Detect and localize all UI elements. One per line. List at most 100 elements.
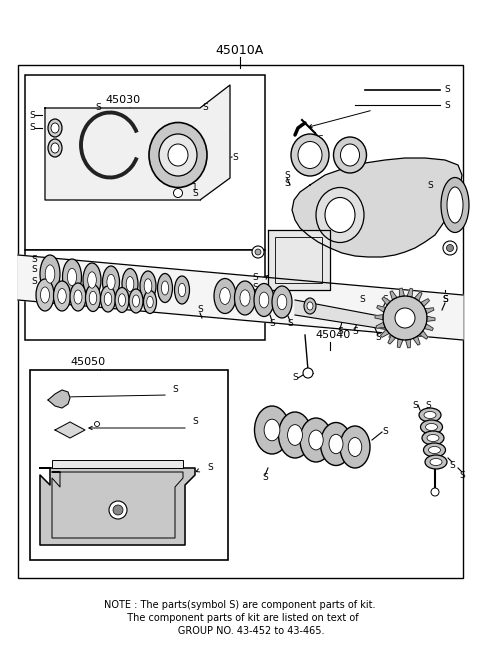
Ellipse shape: [179, 283, 186, 297]
Text: S: S: [252, 284, 258, 292]
Bar: [25, 250, 265, 340]
Ellipse shape: [107, 275, 115, 290]
Polygon shape: [406, 339, 410, 348]
Ellipse shape: [83, 263, 101, 297]
Ellipse shape: [149, 122, 207, 187]
Text: 1: 1: [192, 183, 198, 191]
Ellipse shape: [340, 426, 370, 468]
Ellipse shape: [259, 292, 269, 308]
Circle shape: [252, 246, 264, 258]
Text: NOTE : The parts(symbol S) are component parts of kit.: NOTE : The parts(symbol S) are component…: [104, 600, 376, 610]
Ellipse shape: [129, 289, 143, 313]
Text: S: S: [442, 296, 448, 304]
Ellipse shape: [100, 286, 116, 312]
Polygon shape: [382, 297, 390, 306]
Text: S: S: [459, 470, 465, 480]
Ellipse shape: [423, 443, 445, 457]
Text: S: S: [29, 110, 35, 120]
Circle shape: [95, 422, 99, 426]
Ellipse shape: [254, 284, 274, 317]
Text: S: S: [292, 373, 298, 382]
Ellipse shape: [429, 447, 441, 453]
Ellipse shape: [304, 298, 316, 314]
Polygon shape: [397, 339, 403, 348]
Text: S: S: [359, 296, 365, 304]
Polygon shape: [40, 468, 195, 545]
Ellipse shape: [159, 134, 197, 176]
Polygon shape: [413, 336, 420, 345]
Circle shape: [303, 368, 313, 378]
Ellipse shape: [277, 294, 287, 309]
Ellipse shape: [45, 265, 55, 283]
Ellipse shape: [420, 420, 443, 434]
Text: S: S: [284, 179, 290, 187]
Polygon shape: [376, 323, 385, 328]
Ellipse shape: [89, 291, 97, 305]
Circle shape: [109, 501, 127, 519]
Text: S: S: [444, 101, 450, 110]
Text: GROUP NO. 43-452 to 43-465.: GROUP NO. 43-452 to 43-465.: [156, 626, 324, 636]
Ellipse shape: [334, 137, 367, 173]
Ellipse shape: [329, 434, 343, 454]
Ellipse shape: [288, 424, 302, 445]
Polygon shape: [425, 307, 434, 313]
Circle shape: [431, 488, 439, 496]
Ellipse shape: [254, 406, 289, 454]
Text: S: S: [387, 336, 393, 344]
Ellipse shape: [40, 287, 49, 303]
Polygon shape: [377, 306, 386, 312]
Polygon shape: [375, 315, 383, 320]
Polygon shape: [420, 330, 428, 339]
Text: S: S: [449, 461, 455, 470]
Ellipse shape: [348, 438, 362, 457]
Text: S: S: [252, 273, 258, 283]
Ellipse shape: [425, 455, 447, 469]
Text: S: S: [232, 152, 238, 162]
Polygon shape: [292, 158, 462, 257]
Text: S: S: [207, 463, 213, 472]
Polygon shape: [414, 292, 422, 301]
Ellipse shape: [88, 272, 96, 288]
Circle shape: [443, 241, 457, 255]
Ellipse shape: [85, 284, 100, 311]
Polygon shape: [388, 335, 396, 344]
Ellipse shape: [424, 411, 436, 419]
Text: The component parts of kit are listed on text of: The component parts of kit are listed on…: [121, 613, 359, 623]
Text: 45030: 45030: [105, 95, 140, 105]
Text: S: S: [442, 296, 448, 304]
Text: 45050: 45050: [70, 357, 105, 367]
Ellipse shape: [175, 276, 190, 304]
Polygon shape: [399, 288, 405, 297]
Text: 45040: 45040: [315, 330, 350, 340]
Bar: [52, 460, 183, 468]
Polygon shape: [420, 299, 430, 307]
Polygon shape: [427, 316, 435, 321]
Text: S: S: [202, 102, 208, 112]
Ellipse shape: [240, 290, 250, 306]
Bar: [18, 65, 463, 578]
Ellipse shape: [291, 134, 329, 176]
Ellipse shape: [447, 187, 463, 223]
Circle shape: [383, 296, 427, 340]
Text: S: S: [31, 256, 37, 265]
Ellipse shape: [126, 277, 134, 292]
Text: S: S: [287, 319, 293, 328]
Ellipse shape: [316, 187, 364, 242]
Bar: [275, 237, 322, 283]
Polygon shape: [381, 329, 389, 337]
Bar: [30, 370, 228, 560]
Text: S: S: [31, 265, 37, 275]
Text: S: S: [192, 189, 198, 198]
Circle shape: [255, 249, 261, 255]
Text: 45010A: 45010A: [216, 43, 264, 57]
Ellipse shape: [74, 290, 82, 304]
Text: S: S: [412, 401, 418, 409]
Ellipse shape: [157, 273, 172, 302]
Ellipse shape: [48, 119, 62, 137]
Ellipse shape: [278, 412, 312, 458]
Text: S: S: [317, 135, 323, 145]
Text: S: S: [29, 124, 35, 133]
Ellipse shape: [272, 286, 292, 318]
Text: S: S: [382, 428, 388, 436]
Ellipse shape: [425, 424, 437, 430]
